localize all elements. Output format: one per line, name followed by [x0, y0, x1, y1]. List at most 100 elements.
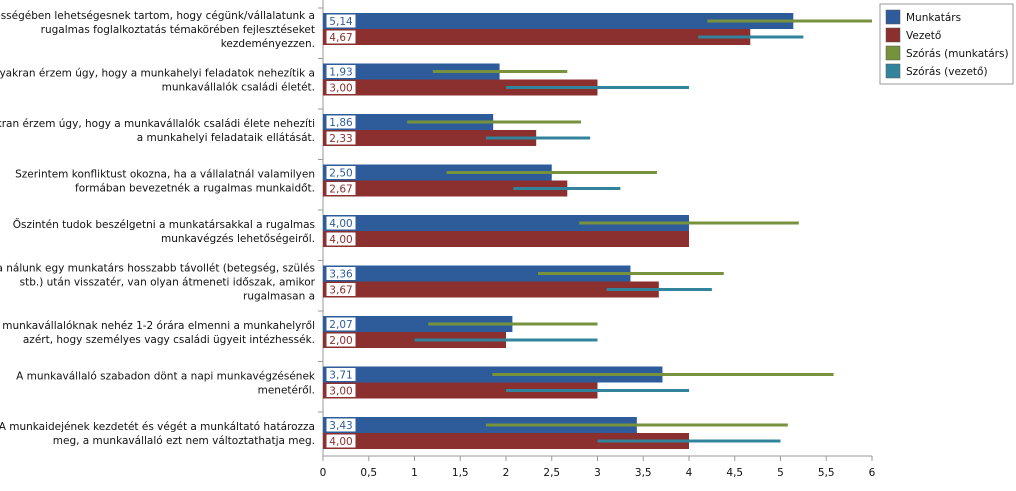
bar-vezeto: [323, 180, 568, 197]
value-label-box: [325, 130, 357, 146]
value-label-munkatars: 1,86: [329, 117, 353, 129]
value-label-vezeto: 2,33: [329, 133, 352, 145]
value-label-box: [325, 80, 357, 95]
category-label: Gyakran érzem úgy, hogy a munkavállalók …: [0, 118, 315, 144]
value-label-box: [325, 266, 357, 281]
legend-swatch: [885, 63, 901, 79]
category-label: A munkaidejének kezdetét és végét a munk…: [0, 421, 315, 447]
bar-vezeto: [323, 231, 689, 247]
bar-munkatars: [323, 164, 552, 181]
category-label-line: kezdeményezzen.: [221, 38, 315, 50]
category-label-line: munkavégzés lehetőségeiről.: [161, 233, 315, 245]
legend-label: Szórás (munkatárs): [906, 48, 1009, 60]
category-label-line: meg, a munkavállaló ezt nem változtathat…: [53, 435, 315, 447]
bar-munkatars: [323, 215, 689, 231]
category-label-line: Gyakran érzem úgy, hogy a munkavállalók …: [0, 118, 315, 130]
legend-swatch: [885, 9, 901, 25]
bar-vezeto: [323, 29, 751, 45]
value-label-box: [325, 215, 357, 231]
category-label-line: menetéről.: [258, 385, 315, 397]
bar-vezeto: [323, 130, 537, 146]
x-tick-label: 5: [777, 467, 784, 479]
x-tick-label: 2,5: [543, 467, 560, 479]
category-label-line: Gyakran érzem úgy, hogy a munkahelyi fel…: [0, 68, 315, 80]
x-tick-label: 5,5: [818, 467, 835, 479]
category-label: A munkavállalóknak nehéz 1-2 órára elmen…: [0, 320, 315, 346]
legend-box: [879, 3, 1014, 85]
x-tick-label: 1,5: [452, 467, 469, 479]
bar-munkatars: [323, 316, 513, 332]
category-label-line: Szerintem konfliktust okozna, ha a válla…: [15, 169, 315, 181]
value-label-munkatars: 2,07: [329, 319, 352, 331]
value-label-vezeto: 3,00: [329, 386, 352, 398]
bar-munkatars: [323, 265, 631, 282]
bar-vezeto: [323, 382, 598, 399]
value-label-vezeto: 3,00: [329, 83, 352, 95]
category-label-line: Összességében lehetségesnek tartom, hogy…: [0, 9, 315, 22]
value-label-vezeto: 3,67: [329, 285, 352, 297]
value-label-vezeto: 2,67: [329, 184, 352, 196]
category-label-line: azért, hogy személyes vagy családi ügyei…: [23, 334, 315, 346]
category-label-line: Őszintén tudok beszélgetni a munkatársak…: [13, 217, 315, 231]
category-label-line: A munkaidejének kezdetét és végét a munk…: [0, 421, 315, 433]
category-label-line: rugalmas foglalkoztatás témakörében fejl…: [41, 24, 315, 36]
category-label-line: a munkahelyi feladataik ellátását.: [137, 132, 315, 144]
value-label-box: [325, 231, 357, 247]
value-label-box: [325, 13, 357, 29]
value-label-vezeto: 4,00: [329, 436, 352, 448]
value-label-vezeto: 2,00: [329, 335, 352, 347]
value-label-box: [325, 165, 357, 180]
legend-label: Szórás (vezető): [906, 66, 988, 78]
value-label-box: [325, 332, 357, 348]
legend-label: Munkatárs: [906, 12, 961, 24]
category-label-line: stb.) után visszatér, van olyan átmeneti…: [20, 277, 316, 289]
category-label: Összességében lehetségesnek tartom, hogy…: [0, 9, 315, 50]
category-label-line: Ha nálunk egy munkatárs hosszabb távollé…: [0, 263, 315, 275]
value-label-vezeto: 4,67: [329, 32, 352, 44]
value-label-box: [325, 181, 357, 196]
x-tick-label: 6: [869, 467, 876, 479]
bar-munkatars: [323, 63, 500, 80]
x-tick-label: 4: [686, 467, 693, 479]
value-label-box: [325, 316, 357, 332]
category-label: Szerintem konfliktust okozna, ha a válla…: [15, 169, 315, 195]
value-label-munkatars: 3,43: [329, 420, 352, 432]
category-label-line: A munkavállaló szabadon dönt a napi munk…: [16, 371, 316, 383]
category-label-line: rugalmasan a: [243, 291, 315, 303]
legend-label: Vezető: [906, 30, 941, 42]
category-label-line: munkavállalók családi életét.: [162, 82, 315, 94]
value-label-munkatars: 4,00: [329, 218, 352, 230]
x-tick-label: 4,5: [726, 467, 743, 479]
category-label: Ha nálunk egy munkatárs hosszabb távollé…: [0, 263, 316, 303]
value-label-box: [325, 64, 357, 79]
value-label-box: [325, 367, 357, 382]
value-label-box: [325, 282, 357, 297]
value-label-box: [325, 29, 357, 45]
value-label-box: [325, 433, 357, 449]
bar-munkatars: [323, 417, 637, 433]
value-label-munkatars: 2,50: [329, 168, 352, 180]
bar-munkatars: [323, 13, 794, 29]
bar-vezeto: [323, 433, 689, 449]
legend-swatch: [885, 27, 901, 43]
x-tick-label: 1: [411, 467, 418, 479]
category-label-line: A munkavállalóknak nehéz 1-2 órára elmen…: [0, 320, 315, 332]
bar-vezeto: [323, 79, 598, 96]
value-label-munkatars: 5,14: [329, 16, 353, 28]
category-label-line: formában bevezetnék a rugalmas munkaidőt…: [75, 183, 315, 195]
category-label: A munkavállaló szabadon dönt a napi munk…: [16, 371, 316, 397]
value-label-munkatars: 3,36: [329, 269, 353, 281]
category-label: Gyakran érzem úgy, hogy a munkahelyi fel…: [0, 68, 315, 94]
x-tick-label: 2: [503, 467, 510, 479]
value-label-box: [325, 114, 357, 130]
value-label-munkatars: 1,93: [329, 67, 352, 79]
x-tick-label: 3: [594, 467, 601, 479]
value-label-munkatars: 3,71: [329, 370, 352, 382]
legend-swatch: [885, 45, 901, 61]
value-label-box: [325, 383, 357, 398]
x-tick-label: 0: [320, 467, 327, 479]
bar-vezeto: [323, 281, 659, 298]
x-tick-label: 3,5: [635, 467, 652, 479]
value-label-box: [325, 417, 357, 433]
